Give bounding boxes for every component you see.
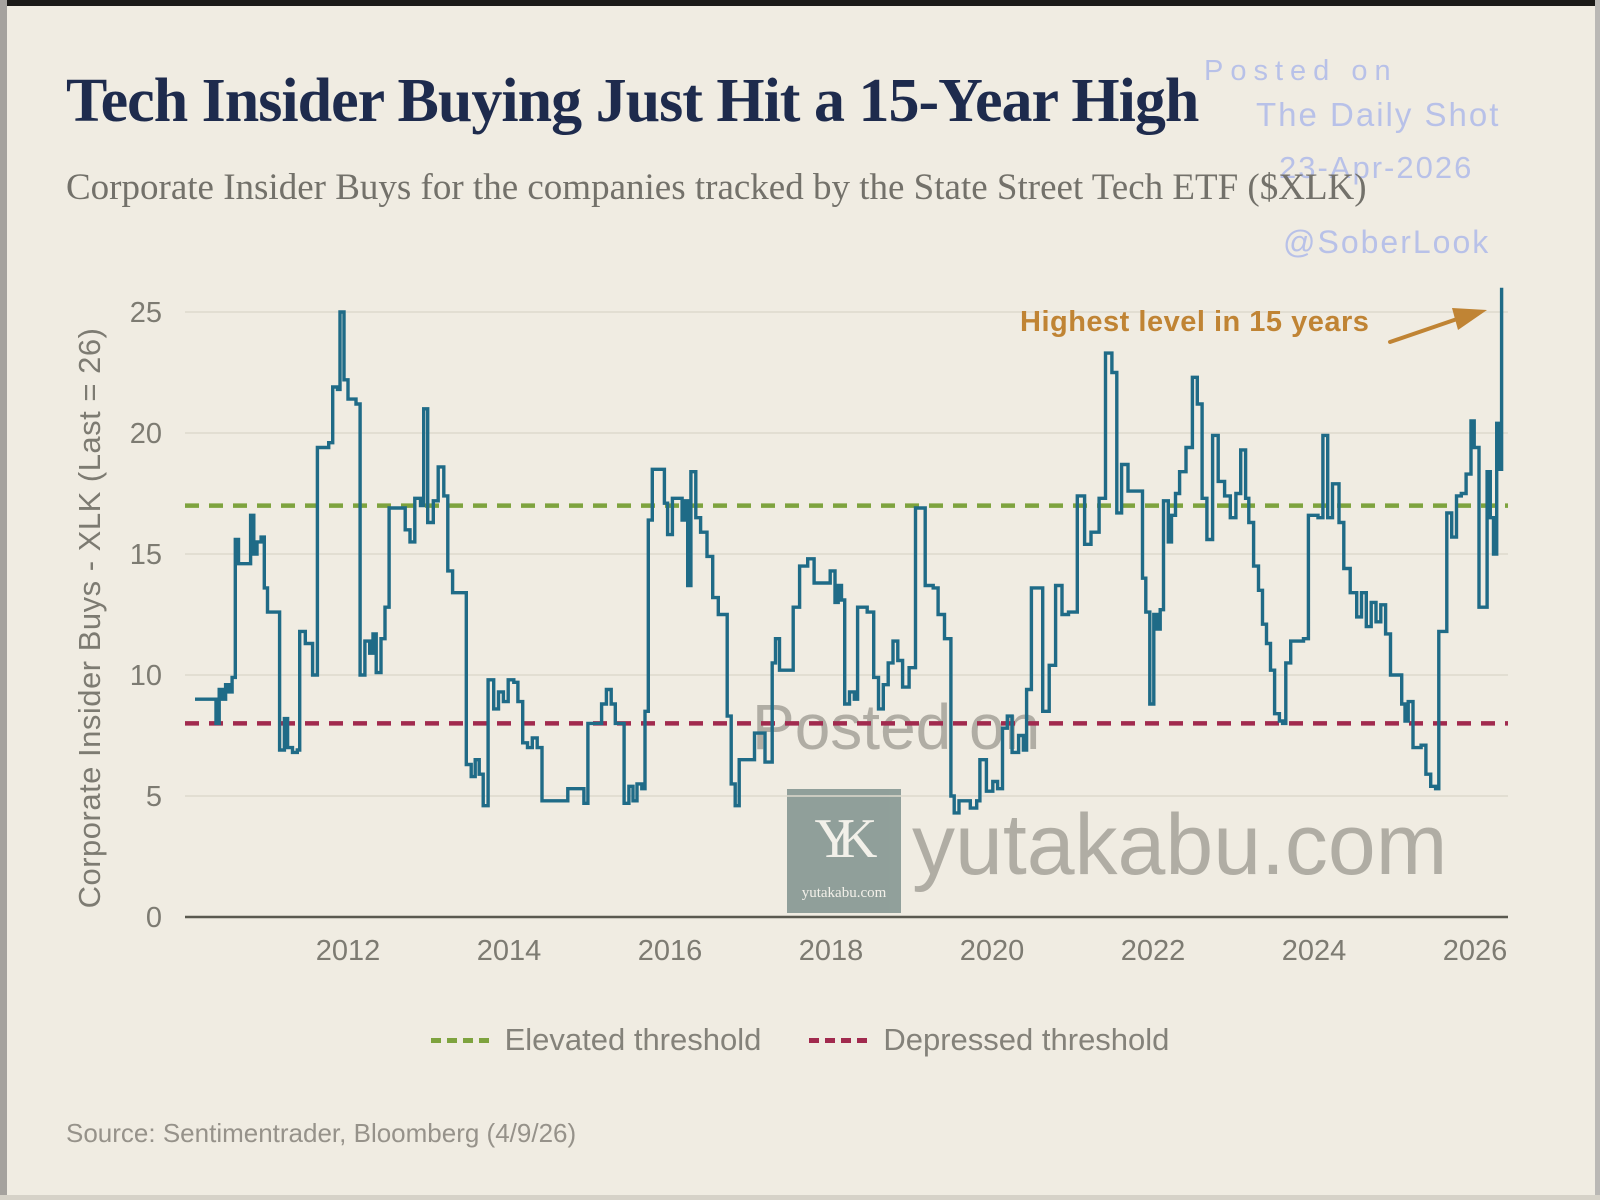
yutakabu-logo-caption: yutakabu.com [801,885,887,901]
legend-label-elevated: Elevated threshold [504,1022,762,1057]
y-tick-label-0: 0 [146,902,162,934]
x-tick-label-2012: 2012 [316,935,381,967]
annotation-arrow-head [1452,308,1487,330]
watermark-posted-on: Posted on [1204,55,1398,87]
window-bottom-edge [0,1195,1600,1200]
y-tick-label-5: 5 [146,781,162,813]
watermark-daily-shot: The Daily Shot [1256,96,1501,133]
watermark-yutakabu: yutakabu.com [912,797,1448,893]
annotation-label: Highest level in 15 years [1020,306,1370,338]
y-tick-label-20: 20 [130,418,162,450]
window-top-edge [0,0,1600,6]
chart-legend: Elevated threshold Depressed threshold [0,1022,1600,1058]
window-left-edge [0,0,7,1200]
x-tick-label-2018: 2018 [799,935,864,967]
x-tick-label-2016: 2016 [638,935,703,967]
x-tick-label-2024: 2024 [1282,935,1347,967]
y-tick-label-15: 15 [130,539,162,571]
x-tick-label-2022: 2022 [1121,935,1186,967]
x-tick-label-2014: 2014 [477,935,542,967]
watermark-date: 23-Apr-2026 [1279,150,1474,185]
page-title: Tech Insider Buying Just Hit a 15-Year H… [66,67,1199,135]
yutakabu-logo: YK yutakabu.com [787,789,901,913]
elevated-dash-swatch [430,1037,489,1043]
source-note: Source: Sentimentrader, Bloomberg (4/9/2… [66,1118,577,1148]
legend-item-depressed: Depressed threshold [809,1022,1169,1058]
page-subtitle: Corporate Insider Buys for the companies… [66,167,1367,208]
legend-item-elevated: Elevated threshold [430,1022,762,1058]
annotation-arrow-shaft [1388,316,1462,344]
window-right-edge [1595,0,1600,1200]
watermark-soberlook-handle: @SoberLook [1283,224,1491,260]
x-tick-label-2026: 2026 [1443,935,1508,967]
watermark-posted-on-large: Posted on [752,691,1041,763]
y-tick-label-25: 25 [130,297,162,329]
yutakabu-logo-monogram: YK [814,808,877,870]
depressed-dash-swatch [809,1037,868,1043]
y-axis-label: Corporate Insider Buys - XLK (Last = 26) [72,327,107,909]
x-tick-label-2020: 2020 [960,935,1025,967]
legend-label-depressed: Depressed threshold [883,1022,1170,1057]
y-tick-label-10: 10 [130,660,162,692]
series-line [195,287,1504,815]
